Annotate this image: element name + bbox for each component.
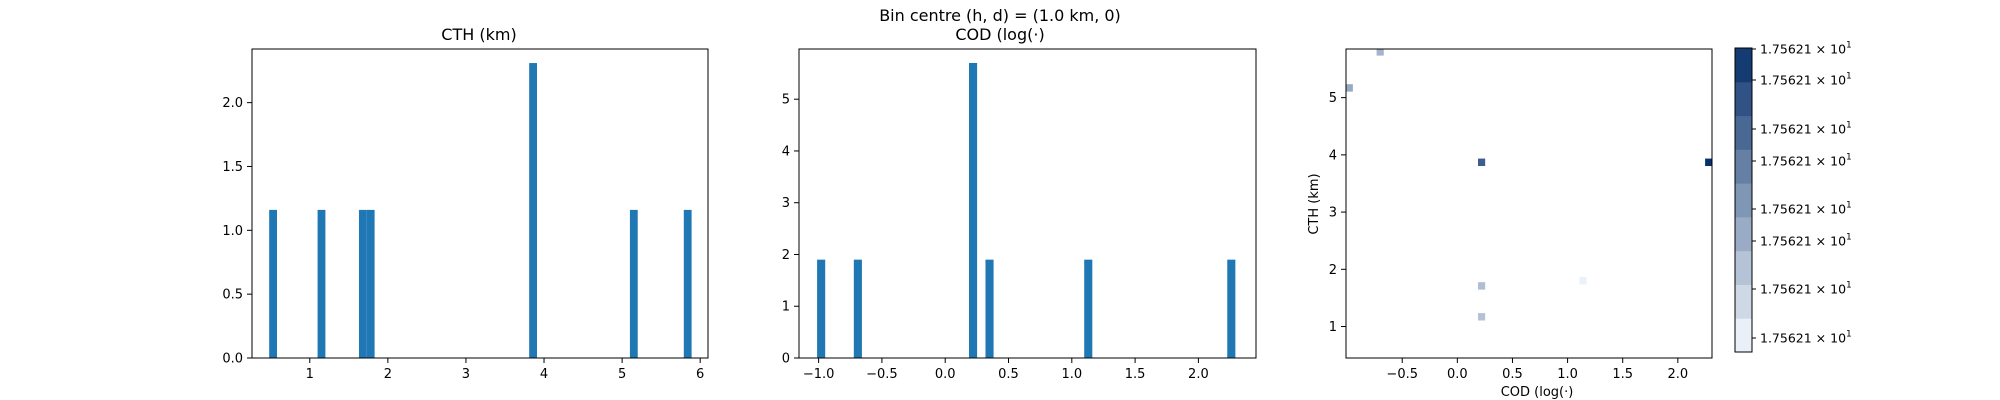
bar-0-0 [269, 209, 277, 358]
heatmap-cell-2 [1478, 158, 1486, 167]
bar-0-3 [366, 209, 375, 358]
bar-1-1 [853, 259, 862, 358]
y-tick-label-2-0: 1 [1329, 320, 1337, 335]
colorbar-band-1 [1735, 284, 1752, 319]
colorbar-tick-label-0: 1.75621 × 101 [1760, 41, 1852, 57]
y-tick-label-2-1: 2 [1329, 263, 1337, 278]
colorbar-band-4 [1735, 183, 1752, 218]
x-tick-label-0-5: 6 [696, 367, 704, 382]
x-tick-label-1-6: 2.0 [1188, 367, 1209, 382]
y-tick-label-1-1: 1 [782, 300, 790, 315]
x-tick-label-1-1: −0.5 [866, 367, 898, 382]
cth-histogram-title: CTH (km) [441, 25, 516, 44]
x-tick-label-1-5: 1.5 [1125, 367, 1146, 382]
x-tick-label-0-3: 4 [540, 367, 548, 382]
colorbar-tick-label-7: 1.75621 × 101 [1760, 330, 1852, 346]
colorbar-tick-label-6: 1.75621 × 101 [1760, 281, 1852, 297]
x-tick-label-1-4: 1.0 [1061, 367, 1082, 382]
heatmap-cell-6 [1579, 277, 1587, 285]
x-tick-label-2-4: 1.5 [1612, 367, 1633, 382]
x-tick-label-0-1: 2 [384, 367, 392, 382]
y-tick-label-0-1: 0.5 [222, 288, 243, 303]
y-tick-label-2-2: 3 [1329, 206, 1337, 221]
y-tick-label-1-2: 2 [782, 248, 790, 263]
heatmap-y-axis-label: CTH (km) [1307, 173, 1322, 234]
x-tick-label-2-1: 0.0 [1447, 367, 1468, 382]
colorbar-band-7 [1735, 81, 1752, 117]
colorbar-band-3 [1735, 216, 1752, 252]
x-tick-label-0-2: 3 [462, 367, 470, 382]
colorbar-band-6 [1735, 115, 1752, 150]
cod-histogram-title: COD (log(·) [955, 25, 1044, 44]
cth-cod-2d-histogram: −0.5 0.0 0.5 1.0 1.5 2.0 1 2 3 4 5 [1329, 48, 1713, 382]
axes-frame-1 [798, 48, 1257, 359]
y-tick-label-1-0: 0 [782, 352, 790, 367]
colorbar-tick-label-5: 1.75621 × 101 [1760, 233, 1852, 249]
y-tick-label-1-4: 4 [782, 144, 790, 159]
colorbar: 1.75621 × 101 1.75621 × 101 1.75621 × 101 1… [1734, 41, 1852, 353]
y-tick-label-0-3: 1.5 [222, 160, 243, 175]
colorbar-band-5 [1735, 149, 1752, 184]
x-tick-label-1-3: 0.5 [998, 367, 1019, 382]
bar-0-1 [317, 209, 326, 358]
y-tick-label-2-4: 5 [1329, 91, 1337, 106]
colorbar-tick-label-4: 1.75621 × 101 [1760, 201, 1852, 217]
x-tick-label-0-0: 1 [306, 367, 314, 382]
cod-histogram: −1.0 −0.5 0.0 0.5 1.0 1.5 2.0 0 1 2 3 4 5 [782, 48, 1257, 382]
y-tick-label-0-0: 0.0 [222, 352, 243, 367]
heatmap-x-axis-label: COD (log(·) [1501, 385, 1574, 400]
heatmap-cell-1 [1346, 84, 1353, 92]
x-tick-label-1-2: 0.0 [935, 367, 956, 382]
y-tick-label-2-3: 4 [1329, 148, 1337, 163]
x-tick-label-2-0: −0.5 [1386, 367, 1418, 382]
x-tick-label-0-4: 5 [618, 367, 626, 382]
cth-histogram: 1 2 3 4 5 6 0.0 0.5 1.0 1.5 2.0 [222, 48, 709, 382]
bar-1-5 [1227, 259, 1236, 358]
bar-0-6 [683, 209, 692, 358]
bar-0-5 [629, 209, 638, 358]
y-tick-label-1-3: 3 [782, 196, 790, 211]
colorbar-band-2 [1735, 250, 1752, 285]
colorbar-tick-label-3: 1.75621 × 101 [1760, 153, 1852, 169]
bar-1-4 [1084, 259, 1093, 358]
heatmap-cell-0 [1376, 49, 1384, 56]
heatmap-cell-5 [1478, 313, 1486, 321]
bar-0-4 [529, 63, 537, 358]
y-tick-label-0-2: 1.0 [222, 224, 243, 239]
x-tick-label-2-2: 0.5 [1502, 367, 1523, 382]
x-tick-label-2-5: 2.0 [1667, 367, 1688, 382]
axes-frame-0 [251, 48, 709, 359]
heatmap-cell-3 [1705, 158, 1712, 167]
bar-1-2 [969, 62, 978, 358]
x-tick-label-2-3: 1.0 [1557, 367, 1578, 382]
heatmap-cell-4 [1478, 282, 1486, 290]
bar-1-0 [817, 259, 826, 358]
colorbar-tick-label-1: 1.75621 × 101 [1760, 72, 1852, 88]
y-tick-label-1-5: 5 [782, 93, 790, 108]
colorbar-band-8 [1735, 48, 1752, 83]
axes-frame-2 [1345, 48, 1713, 359]
colorbar-frame [1734, 47, 1753, 353]
colorbar-band-0 [1735, 318, 1752, 353]
y-tick-label-0-4: 2.0 [222, 96, 243, 111]
bar-1-3 [985, 259, 994, 358]
figure-suptitle: Bin centre (h, d) = (1.0 km, 0) [879, 6, 1121, 25]
bar-0-2 [358, 209, 367, 358]
x-tick-label-1-0: −1.0 [803, 367, 835, 382]
colorbar-tick-label-2: 1.75621 × 101 [1760, 121, 1852, 137]
